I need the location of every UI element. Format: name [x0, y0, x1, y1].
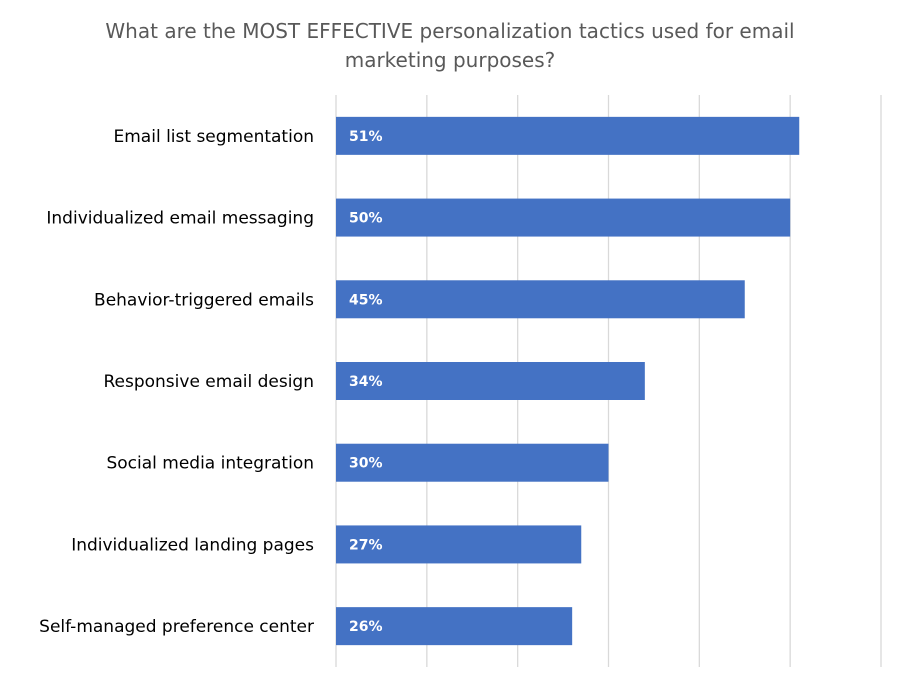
data-label-3: 45% [349, 292, 383, 308]
chart-title: What are the MOST EFFECTIVE personalizat… [105, 19, 795, 72]
data-label-6: 27% [349, 537, 383, 553]
bar-2 [336, 198, 791, 237]
category-label-1: Email list segmentation [114, 127, 315, 147]
bar-7 [336, 607, 573, 646]
bar-6 [336, 525, 582, 564]
category-label-7: Self-managed preference center [39, 617, 314, 637]
category-label-2: Individualized email messaging [46, 209, 314, 229]
bars [336, 116, 800, 646]
data-label-1: 51% [349, 129, 383, 145]
data-label-2: 50% [349, 211, 383, 227]
category-label-3: Behavior-triggered emails [94, 290, 314, 310]
category-label-4: Responsive email design [103, 372, 314, 392]
bar-5 [336, 443, 609, 482]
data-label-4: 34% [349, 374, 383, 390]
bar-3 [336, 280, 745, 319]
category-label-6: Individualized landing pages [71, 535, 314, 555]
data-label-5: 30% [349, 456, 383, 472]
bar-1 [336, 116, 800, 155]
bar-4 [336, 362, 645, 400]
category-label-5: Social media integration [106, 454, 314, 474]
category-labels: Email list segmentation Individualized em… [39, 127, 314, 637]
data-label-7: 26% [349, 619, 383, 635]
value-labels: 51% 50% 45% 34% 30% 27% 26% [349, 129, 383, 635]
